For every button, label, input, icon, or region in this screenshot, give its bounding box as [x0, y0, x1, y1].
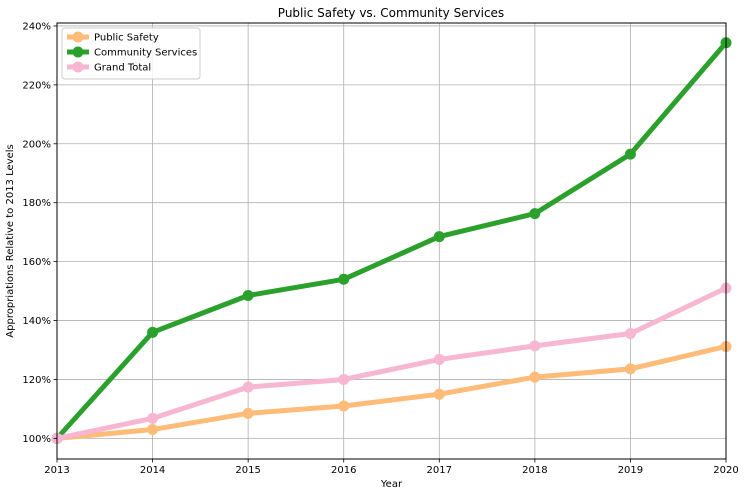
data-point-grand-total — [529, 340, 541, 352]
series-grand-total — [51, 282, 732, 444]
x-axis-title: Year — [380, 479, 403, 490]
y-tick-label: 100% — [22, 434, 51, 445]
y-tick-label: 240% — [22, 21, 51, 32]
data-point-grand-total — [624, 328, 636, 340]
data-point-public-safety — [242, 407, 254, 419]
grid — [56, 23, 727, 459]
x-tick-label: 2017 — [427, 465, 452, 476]
tick-layer: 2013 2014 2015 2016 2017 2018 2019 2020 100% 120%… — [22, 21, 738, 476]
plot-frame — [56, 22, 727, 460]
x-tick-label: 2013 — [44, 465, 69, 476]
data-point-grand-total — [338, 373, 350, 385]
legend-swatch-marker — [72, 61, 84, 73]
series-line-public-safety — [56, 344, 727, 441]
data-point-community-services — [242, 290, 254, 301]
series-layer — [51, 37, 732, 444]
chart-title: Public Safety vs. Community Services — [278, 6, 504, 20]
data-point-community-services — [147, 326, 159, 338]
x-tick-label: 2014 — [140, 465, 165, 476]
y-tick-label: 220% — [22, 80, 51, 91]
x-tick-label: 2020 — [713, 465, 738, 476]
y-tick-label: 180% — [22, 198, 51, 209]
y-axis-title: Appropriations Relative to 2013 Levels — [5, 144, 16, 337]
y-tick-label: 160% — [22, 257, 51, 268]
series-public-safety — [51, 340, 732, 444]
data-point-public-safety — [433, 388, 445, 400]
legend: Public Safety Community Services Grand Tot… — [61, 27, 201, 80]
x-tick-label: 2015 — [235, 465, 260, 476]
legend-box — [61, 27, 201, 80]
data-point-community-services — [529, 208, 541, 220]
x-tick-label: 2018 — [522, 465, 547, 476]
legend-label: Community Services — [94, 48, 197, 59]
data-point-grand-total — [147, 412, 159, 424]
series-line-community-services — [55, 41, 728, 441]
y-tick-label: 200% — [22, 139, 51, 150]
legend-swatch-marker — [72, 46, 84, 58]
data-point-community-services — [338, 273, 350, 285]
x-tick-label: 2016 — [331, 465, 356, 476]
legend-item-community-services: Community Services — [67, 46, 197, 59]
y-tick-label: 140% — [22, 316, 51, 327]
legend-label: Grand Total — [94, 63, 151, 74]
series-line-grand-total — [56, 285, 728, 441]
legend-item-public-safety: Public Safety — [67, 31, 159, 44]
series-community-services — [51, 37, 732, 444]
legend-swatch-marker — [72, 31, 84, 43]
data-point-public-safety — [624, 363, 636, 375]
data-point-public-safety — [147, 424, 159, 436]
legend-label: Public Safety — [94, 33, 159, 44]
data-point-public-safety — [529, 371, 541, 383]
data-point-community-services — [624, 148, 636, 160]
data-point-grand-total — [433, 353, 445, 365]
data-point-grand-total — [242, 381, 254, 393]
data-point-public-safety — [338, 400, 350, 412]
data-point-community-services — [433, 231, 445, 243]
y-tick-label: 120% — [22, 375, 51, 386]
legend-item-grand-total: Grand Total — [67, 61, 151, 74]
x-tick-label: 2019 — [618, 465, 643, 476]
